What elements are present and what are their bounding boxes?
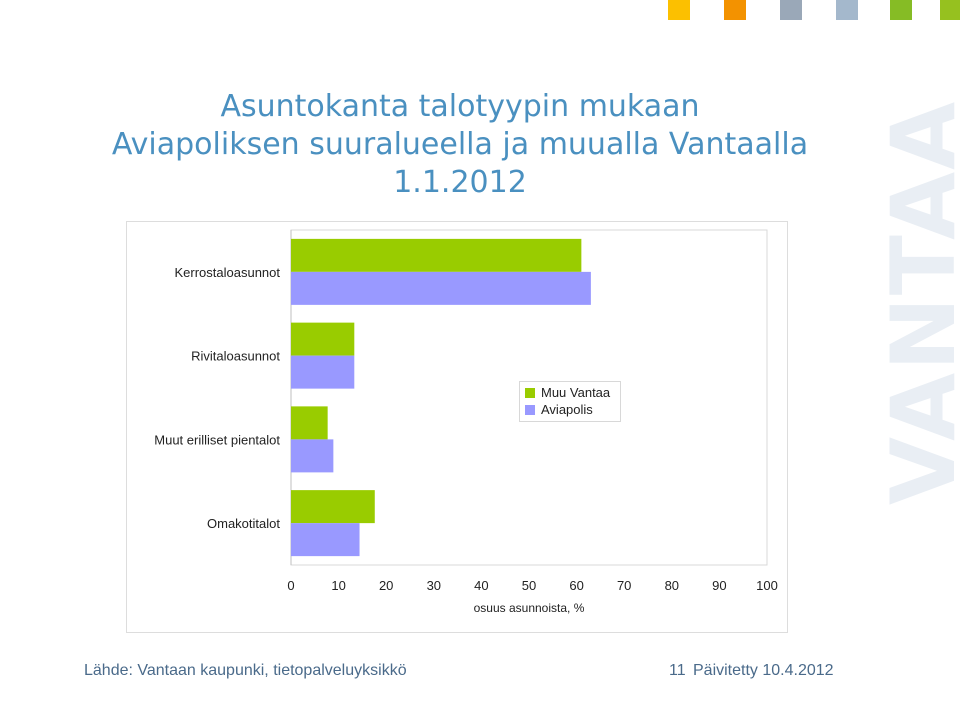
category-label: Kerrostaloasunnot [174, 265, 280, 280]
bar [291, 322, 355, 356]
accent-square [780, 0, 802, 20]
category-label: Muut erilliset pientalot [154, 432, 280, 447]
slide-title: Asuntokanta talotyypin mukaan Aviapoliks… [60, 88, 860, 202]
x-tick-label: 80 [665, 578, 679, 593]
bar [291, 523, 360, 557]
x-tick-label: 30 [427, 578, 441, 593]
bar [291, 271, 591, 305]
bar [291, 238, 582, 272]
bar [291, 355, 355, 389]
chart-legend: Muu Vantaa Aviapolis [519, 381, 621, 422]
accent-square [836, 0, 858, 20]
accent-square [724, 0, 746, 20]
x-tick-label: 50 [522, 578, 536, 593]
title-line-3: 1.1.2012 [393, 165, 527, 200]
x-axis-label: osuus asunnoista, % [474, 601, 585, 615]
x-tick-label: 60 [569, 578, 583, 593]
bar [291, 490, 375, 524]
bar [291, 406, 328, 440]
accent-square [890, 0, 912, 20]
x-tick-label: 0 [287, 578, 294, 593]
legend-label-aviapolis: Aviapolis [541, 402, 593, 417]
x-tick-label: 10 [331, 578, 345, 593]
x-tick-label: 90 [712, 578, 726, 593]
accent-square [940, 0, 960, 20]
footer-page-number: 11 [669, 662, 686, 679]
legend-item-muu-vantaa: Muu Vantaa [520, 384, 620, 401]
legend-label-muu-vantaa: Muu Vantaa [541, 385, 611, 400]
footer-source: Lähde: Vantaan kaupunki, tietopalveluyks… [84, 662, 407, 679]
legend-swatch-aviapolis [525, 404, 535, 415]
footer-updated-date: Päivitetty 10.4.2012 [693, 662, 834, 679]
category-label: Omakotitalot [207, 516, 280, 531]
accent-square [668, 0, 690, 20]
category-label: Rivitaloasunnot [191, 349, 280, 364]
x-tick-label: 20 [379, 578, 393, 593]
x-tick-label: 40 [474, 578, 488, 593]
legend-item-aviapolis: Aviapolis [520, 401, 620, 418]
bar [291, 439, 334, 473]
title-line-2: Aviapoliksen suuralueella ja muualla Van… [111, 127, 809, 162]
x-tick-label: 70 [617, 578, 631, 593]
x-tick-label: 100 [756, 578, 778, 593]
title-line-1: Asuntokanta talotyypin mukaan [220, 89, 700, 124]
legend-swatch-muu-vantaa [525, 387, 535, 398]
